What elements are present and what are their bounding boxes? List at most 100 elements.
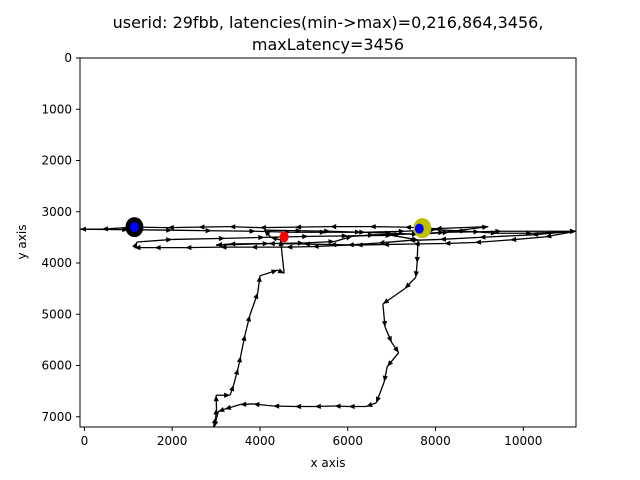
trajectory-group: [80, 224, 576, 427]
trajectory-arrowhead: [198, 224, 205, 230]
trajectory-segment: [435, 225, 489, 230]
trajectory-arrowhead: [166, 237, 173, 243]
trajectory-arrowhead: [229, 224, 236, 230]
trajectory-arrowhead: [229, 384, 235, 392]
trajectory-arrowhead: [233, 368, 239, 376]
y-tick-label: 6000: [41, 359, 72, 373]
trajectory-arrowhead: [404, 282, 411, 289]
trajectory-arrowhead: [369, 224, 376, 230]
trajectory-arrowhead: [312, 243, 319, 249]
trajectory-arrowhead: [510, 236, 517, 243]
trajectory-arrowhead: [532, 231, 539, 237]
trajectory-arrowhead: [328, 239, 335, 245]
trajectory-segment: [365, 230, 405, 233]
x-tick-label: 8000: [420, 434, 451, 448]
trajectory-arrowhead: [319, 229, 326, 235]
trajectory-arrowhead: [382, 298, 390, 304]
trajectory-arrowhead: [262, 241, 269, 247]
trajectory-arrowhead: [393, 346, 399, 353]
y-tick-label: 3000: [41, 205, 72, 219]
trajectory-arrowhead: [253, 401, 260, 408]
y-tick-label: 2000: [41, 154, 72, 168]
trajectory-segment: [216, 242, 269, 246]
trajectory-arrowhead: [286, 244, 293, 250]
trajectory-arrowhead: [314, 403, 321, 409]
y-tick-label: 5000: [41, 307, 72, 321]
trajectory-arrowhead: [347, 242, 354, 248]
trajectory-arrowhead: [295, 224, 302, 230]
trajectory-arrowhead: [375, 396, 381, 403]
trajectory-arrowhead: [236, 356, 242, 363]
trajectory-arrowhead: [398, 228, 405, 234]
trajectory-arrowhead: [490, 230, 497, 236]
axes: 0 2000 4000 6000 8000 10000 0 1000 2000 3000 4000 5…: [41, 51, 577, 448]
trajectory-arrowhead: [218, 407, 225, 412]
chart-title-line1: userid: 29fbb, latencies(min->max)=0,216…: [113, 13, 544, 32]
trajectory-arrowhead: [479, 234, 486, 240]
trajectory-segment: [172, 229, 212, 232]
trajectory-arrowhead: [213, 395, 219, 402]
trajectory-arrowhead: [271, 269, 278, 275]
x-tick-label: 6000: [332, 434, 363, 448]
trajectory-arrowhead: [330, 224, 337, 230]
plot-area: [80, 224, 576, 427]
trajectory-arrowhead: [224, 404, 232, 410]
trajectory-arrowhead: [249, 228, 256, 234]
trajectory-arrowhead: [381, 320, 388, 328]
trajectory-arrowhead: [341, 233, 348, 239]
trajectory-arrowhead: [253, 292, 259, 300]
trajectory-arrowhead: [302, 233, 309, 240]
trajectory-arrowhead: [220, 244, 227, 250]
trajectory-arrowhead: [167, 224, 174, 231]
trajectory-arrowhead: [251, 244, 258, 250]
trajectory-segment: [264, 229, 302, 232]
x-axis-label: x axis: [311, 456, 346, 470]
marker-layer: [125, 217, 432, 243]
plot-frame: [79, 57, 577, 428]
trajectory-segment: [224, 236, 265, 240]
trajectory-arrowhead: [386, 335, 392, 343]
trajectory-arrowhead: [297, 240, 304, 246]
blue-marker: [414, 223, 424, 234]
y-tick-label: 4000: [41, 256, 72, 270]
trajectory-arrowhead: [205, 228, 212, 234]
red-marker: [279, 231, 289, 243]
trajectory-arrowhead: [439, 236, 447, 242]
trajectory-arrowhead: [348, 403, 355, 410]
trajectory-segment: [172, 237, 225, 241]
x-tick-label: 2000: [157, 434, 188, 448]
trajectory-segment: [211, 230, 256, 232]
trajectory-arrowhead: [295, 403, 302, 410]
trajectory-arrowhead: [277, 268, 285, 274]
trajectory-segment: [308, 235, 348, 237]
trajectory-arrowhead: [258, 234, 265, 241]
chart-title-line2: maxLatency=3456: [252, 35, 404, 54]
trajectory-arrowhead: [245, 315, 251, 322]
start-marker-core: [129, 222, 139, 233]
trajectory-arrowhead: [460, 228, 467, 234]
trajectory-arrowhead: [385, 232, 392, 238]
trajectory-arrowhead: [475, 239, 482, 245]
x-tick-label: 0: [81, 434, 89, 448]
trajectory-arrowhead: [122, 227, 129, 233]
trajectory-arrowhead: [366, 402, 373, 407]
trajectory-arrowhead: [154, 245, 161, 251]
x-tick-label: 4000: [245, 434, 276, 448]
trajectory-arrowhead: [256, 275, 262, 283]
trajectory-arrowhead: [545, 233, 552, 239]
trajectory-segment: [479, 234, 533, 239]
trajectory-arrowhead: [134, 245, 141, 251]
trajectory-arrowhead: [444, 240, 451, 246]
trajectory-segment: [439, 236, 480, 241]
x-tick-label: 10000: [504, 434, 542, 448]
trajectory-arrowhead: [240, 401, 247, 407]
trajectory-arrowhead: [185, 244, 192, 251]
trajectory-arrowhead: [438, 230, 445, 236]
trajectory-segment: [347, 234, 392, 237]
trajectory-segment: [80, 228, 129, 231]
trajectory-arrowhead: [224, 392, 231, 398]
y-tick-label: 0: [64, 51, 72, 65]
trajectory-arrowhead: [387, 360, 394, 367]
trajectory-arrowhead: [414, 256, 420, 263]
